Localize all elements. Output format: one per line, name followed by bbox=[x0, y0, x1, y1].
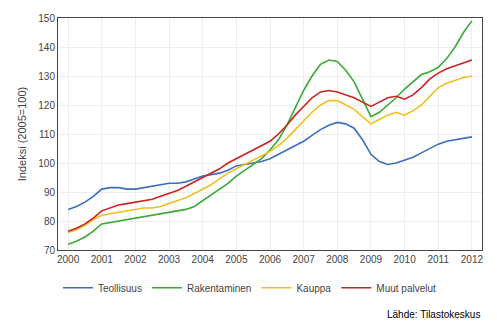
svg-text:Muut palvelut: Muut palvelut bbox=[376, 283, 436, 294]
svg-text:2008: 2008 bbox=[326, 254, 349, 265]
svg-text:2006: 2006 bbox=[259, 254, 282, 265]
svg-text:110: 110 bbox=[39, 129, 55, 140]
svg-text:Lähde: Tilastokeskus: Lähde: Tilastokeskus bbox=[387, 309, 480, 320]
svg-text:90: 90 bbox=[44, 187, 56, 198]
svg-text:Rakentaminen: Rakentaminen bbox=[187, 283, 251, 294]
svg-text:2000: 2000 bbox=[57, 254, 80, 265]
svg-text:2012: 2012 bbox=[461, 254, 484, 265]
svg-text:80: 80 bbox=[44, 216, 56, 227]
svg-text:Kauppa: Kauppa bbox=[296, 283, 331, 294]
svg-text:70: 70 bbox=[44, 245, 56, 256]
svg-text:2005: 2005 bbox=[225, 254, 248, 265]
svg-text:Teollisuus: Teollisuus bbox=[98, 283, 142, 294]
svg-text:Indeksi (2005=100): Indeksi (2005=100) bbox=[16, 87, 28, 181]
svg-text:130: 130 bbox=[38, 71, 55, 82]
svg-text:100: 100 bbox=[38, 158, 55, 169]
svg-text:2011: 2011 bbox=[427, 254, 449, 265]
svg-text:2009: 2009 bbox=[360, 254, 383, 265]
svg-text:2007: 2007 bbox=[293, 254, 316, 265]
svg-text:2002: 2002 bbox=[124, 254, 147, 265]
svg-text:120: 120 bbox=[38, 100, 55, 111]
svg-text:2001: 2001 bbox=[91, 254, 114, 265]
svg-text:2010: 2010 bbox=[393, 254, 416, 265]
svg-text:2003: 2003 bbox=[158, 254, 181, 265]
svg-text:150: 150 bbox=[38, 13, 55, 24]
svg-text:140: 140 bbox=[38, 42, 55, 53]
svg-text:2004: 2004 bbox=[192, 254, 215, 265]
